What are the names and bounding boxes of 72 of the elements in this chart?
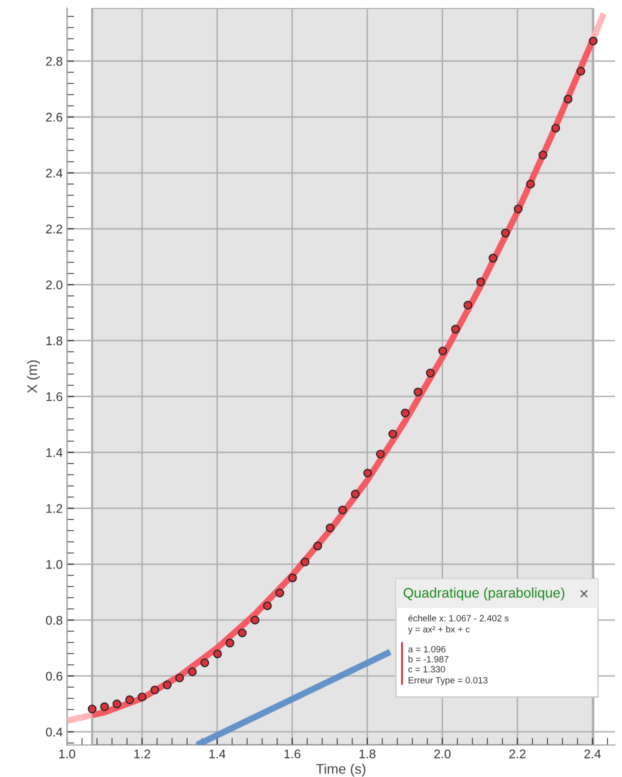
x-tick-label: 1.0: [59, 749, 76, 758]
annotation: échelle x: 1.067 - 2.402 s: [408, 614, 509, 622]
point: [250, 616, 260, 624]
point: [350, 490, 360, 498]
point: [188, 667, 197, 676]
x-tick-label: 2.0: [434, 749, 451, 758]
point: [213, 650, 222, 658]
point: [88, 704, 97, 714]
annotation: a = 1.096: [408, 646, 446, 652]
y-tick-label: 1.0: [46, 560, 62, 569]
point: [363, 468, 372, 478]
point: [476, 278, 485, 286]
point: [438, 346, 448, 356]
y-tick-label: 2.4: [46, 168, 62, 178]
x-tick-label: 1.6: [284, 749, 300, 758]
point: [376, 450, 385, 458]
y-tick-label: 2.0: [46, 280, 62, 290]
x-tick-label: 1.4: [209, 750, 226, 758]
y-tick-label: 0.4: [46, 728, 62, 737]
point: [238, 628, 247, 638]
annotation: b = -1.987: [408, 656, 448, 662]
point: [150, 686, 160, 694]
point: [414, 388, 422, 396]
point: [576, 66, 586, 76]
annotation: Erreur Type = 0.013: [408, 677, 488, 686]
point: [263, 601, 272, 610]
point: [175, 674, 184, 682]
annotation: ×: [580, 590, 588, 598]
point: [100, 702, 109, 712]
y-tick-label: 2.6: [46, 112, 62, 122]
point: [288, 574, 297, 582]
y-tick-label: 1.8: [46, 336, 62, 346]
point: [426, 368, 435, 378]
x-tick-label: 1.8: [360, 749, 376, 758]
y-tick-label: 2.8: [46, 56, 62, 66]
y-tick-label: 0.8: [46, 616, 62, 625]
point: [162, 680, 172, 690]
point: [388, 430, 398, 438]
point: [488, 254, 498, 262]
x-tick-label: 2.4: [584, 749, 601, 758]
point: [112, 700, 122, 708]
x-axis-title: Time (s): [316, 764, 366, 777]
point: [125, 695, 134, 704]
annotation: y = ax² + bx + c: [408, 626, 470, 634]
x-tick-label: 1.2: [134, 749, 150, 758]
point: [464, 300, 472, 310]
y-tick-label: 2.2: [46, 224, 62, 234]
annotation: Quadratique (parabolique): [404, 588, 564, 600]
point: [451, 324, 460, 334]
point: [501, 228, 510, 238]
point: [200, 658, 210, 668]
point: [564, 94, 572, 104]
y-tick-label: 1.6: [46, 392, 62, 402]
point: [138, 692, 146, 702]
point: [588, 36, 598, 46]
annotation: c = 1.330: [408, 666, 446, 672]
y-tick-label: 0.6: [46, 672, 62, 681]
x-tick-label: 2.2: [509, 749, 526, 758]
point: [313, 542, 322, 550]
y-axis-title: X (m): [26, 360, 40, 394]
y-tick-label: 1.2: [46, 504, 62, 513]
point: [226, 638, 234, 648]
y-tick-label: 1.4: [46, 448, 62, 457]
point: [275, 588, 284, 598]
point: [526, 180, 535, 188]
point: [338, 506, 347, 514]
point: [538, 150, 548, 160]
point: [400, 408, 410, 418]
point: [551, 124, 560, 133]
point: [326, 523, 334, 532]
point: [514, 204, 523, 214]
point: [300, 558, 310, 566]
